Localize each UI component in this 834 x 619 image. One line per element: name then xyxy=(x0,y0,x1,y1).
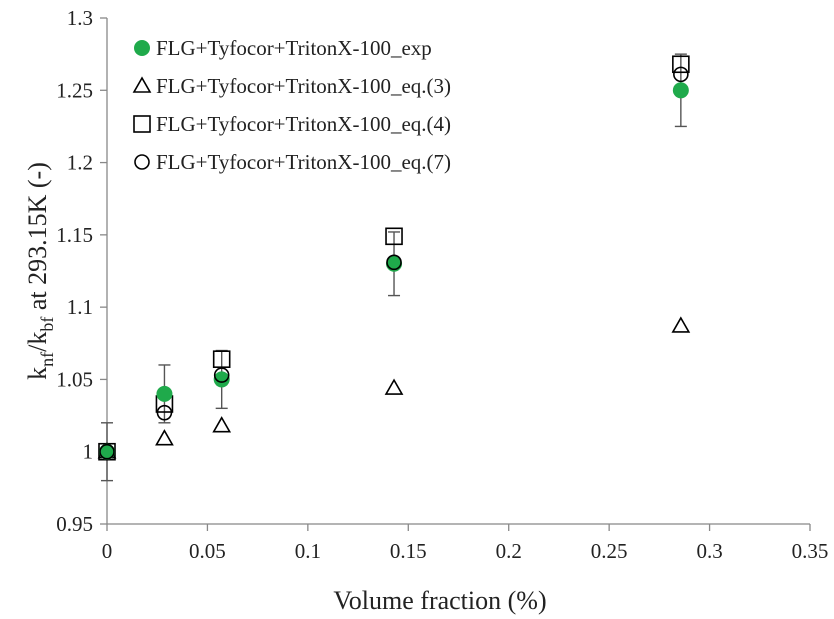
data-point xyxy=(386,254,402,271)
x-tick-label: 0.2 xyxy=(496,539,522,563)
legend-item: FLG+Tyfocor+TritonX-100_eq.(3) xyxy=(132,74,451,98)
x-tick-label: 0.1 xyxy=(295,539,321,563)
data-point xyxy=(212,416,232,433)
legend-label: FLG+Tyfocor+TritonX-100_eq.(4) xyxy=(156,112,451,136)
data-markers xyxy=(97,55,691,461)
legend-marker xyxy=(133,115,151,133)
y-axis-label-tail: at 293.15K (-) xyxy=(23,162,52,317)
data-point xyxy=(156,404,173,421)
legend-marker xyxy=(134,40,150,56)
legend-label: FLG+Tyfocor+TritonX-100_exp xyxy=(156,36,432,60)
x-tick-label: 0.35 xyxy=(792,539,829,563)
legend-item: FLG+Tyfocor+TritonX-100_exp xyxy=(134,36,432,60)
x-tick-label: 0.25 xyxy=(591,539,628,563)
data-point xyxy=(99,443,115,460)
legend-marker xyxy=(134,154,150,170)
y-tick-label: 0.95 xyxy=(56,512,93,536)
data-point xyxy=(155,429,174,446)
data-point xyxy=(156,385,173,402)
data-point xyxy=(672,55,690,74)
y-axis-label-sub-nf: nf xyxy=(37,352,57,367)
data-point xyxy=(213,371,230,388)
y-tick-label: 1.3 xyxy=(67,6,93,30)
x-tick-label: 0 xyxy=(102,539,113,563)
x-tick-label: 0.15 xyxy=(390,539,427,563)
y-tick-label: 1.1 xyxy=(67,295,93,319)
y-tick-label: 1.2 xyxy=(67,151,93,175)
legend: FLG+Tyfocor+TritonX-100_exp FLG+Tyfocor+T… xyxy=(132,36,451,174)
y-ticks: 0.95 1 1.05 1.1 1.15 1.2 1.25 1.3 xyxy=(56,6,107,536)
legend-item: FLG+Tyfocor+TritonX-100_eq.(4) xyxy=(133,112,451,136)
legend-item: FLG+Tyfocor+TritonX-100_eq.(7) xyxy=(134,150,451,174)
y-axis-label-slash-k: /k xyxy=(23,332,52,352)
x-tick-label: 0.05 xyxy=(189,539,226,563)
y-tick-label: 1.15 xyxy=(56,223,93,247)
legend-label: FLG+Tyfocor+TritonX-100_eq.(3) xyxy=(156,74,451,98)
data-point xyxy=(673,66,689,83)
y-axis-label-sub-bf: bf xyxy=(37,317,57,332)
x-axis-label: Volume fraction (%) xyxy=(333,586,546,615)
y-tick-label: 1.05 xyxy=(56,367,93,391)
data-point xyxy=(385,227,403,246)
data-point xyxy=(384,378,404,395)
legend-marker xyxy=(132,76,152,93)
y-tick-label: 1 xyxy=(83,440,94,464)
data-point xyxy=(672,82,689,99)
legend-label: FLG+Tyfocor+TritonX-100_eq.(7) xyxy=(156,150,451,174)
x-tick-label: 0.3 xyxy=(696,539,722,563)
plot-area: 0 0.05 0.1 0.15 0.2 0.25 0.3 0.35 0.95 1 1.05 1.1 1… xyxy=(56,6,828,563)
y-axis-label-k: k xyxy=(23,367,52,380)
y-axis-label: knf/kbf at 293.15K (-) xyxy=(23,162,57,380)
data-point xyxy=(213,367,230,383)
y-tick-label: 1.25 xyxy=(56,78,93,102)
data-point xyxy=(99,443,115,460)
x-ticks: 0 0.05 0.1 0.15 0.2 0.25 0.3 0.35 xyxy=(102,524,829,563)
data-point xyxy=(671,316,691,333)
data-point xyxy=(212,350,231,368)
